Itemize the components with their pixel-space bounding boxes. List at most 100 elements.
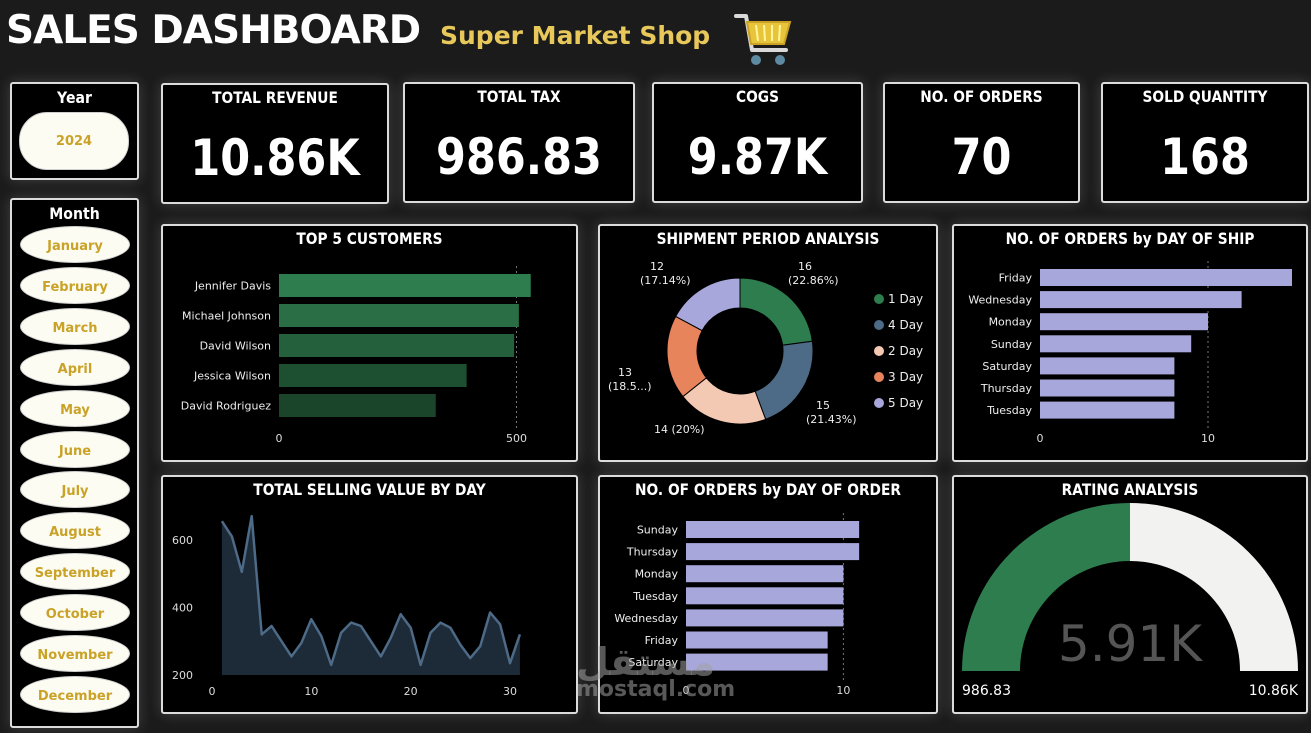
month-option-april[interactable]: April: [20, 348, 130, 386]
kpi-label: TOTAL TAX: [477, 87, 561, 106]
shipment-donut-chart: 16 (22.86%) 15 (21.43%) 14 (20%) 13 (18.5...) 1…: [608, 260, 923, 436]
bar[interactable]: [1040, 379, 1175, 397]
donut-slice[interactable]: [675, 277, 741, 332]
month-option-may[interactable]: May: [20, 389, 130, 427]
month-option-september[interactable]: September: [20, 553, 130, 591]
kpi-orders: NO. OF ORDERS 70: [883, 82, 1080, 203]
gauge-max-label: 10.86K: [1249, 683, 1299, 699]
bar[interactable]: [1040, 357, 1175, 375]
legend-label: 4 Day: [888, 318, 923, 332]
month-slicer-label: Month: [49, 204, 100, 223]
gauge-value-arc: [962, 503, 1130, 671]
month-option-july[interactable]: July: [20, 471, 130, 509]
legend-marker: [874, 372, 884, 382]
slice-label: 16 (22.86%): [788, 260, 839, 287]
bar[interactable]: [279, 274, 531, 297]
ship-day-chart: 0 10 Friday Wednesday Monday Sunday Saturday Th…: [968, 261, 1292, 445]
category-label: Jessica Wilson: [193, 370, 271, 383]
kpi-value: 9.87K: [687, 128, 828, 186]
category-label: Jennifer Davis: [194, 280, 271, 293]
slice-label: 13 (18.5...): [608, 366, 652, 393]
donut-slice[interactable]: [739, 277, 813, 346]
bar[interactable]: [1040, 313, 1208, 331]
category-label: Saturday: [982, 360, 1032, 373]
category-label: Monday: [635, 568, 679, 581]
rating-gauge-chart: 5.91K 986.83 10.86K: [962, 503, 1299, 699]
category-label: Saturday: [628, 656, 678, 669]
gauge-remaining-arc: [1130, 503, 1298, 671]
top-customers-chart: 0 500 Jennifer Davis Michael Johnson David W…: [181, 266, 531, 445]
chart-title: NO. OF ORDERS by DAY OF ORDER: [635, 480, 901, 499]
bar[interactable]: [686, 521, 860, 538]
category-label: David Wilson: [200, 340, 271, 353]
month-option-october[interactable]: October: [20, 594, 130, 632]
ship-day-panel: NO. OF ORDERS by DAY OF SHIP 0 10 Friday We…: [952, 224, 1308, 462]
chart-title: SHIPMENT PERIOD ANALYSIS: [656, 229, 880, 248]
category-label: Wednesday: [968, 294, 1032, 307]
month-option-june[interactable]: June: [20, 430, 130, 468]
year-slicer-label: Year: [57, 88, 92, 107]
category-label: Michael Johnson: [182, 310, 271, 323]
bar[interactable]: [1040, 401, 1175, 419]
bar[interactable]: [1040, 291, 1242, 309]
kpi-total-tax: TOTAL TAX 986.83: [403, 82, 635, 203]
category-label: Thursday: [980, 382, 1033, 395]
bar[interactable]: [686, 543, 860, 561]
year-option[interactable]: 2024: [19, 112, 129, 170]
legend-marker: [874, 346, 884, 356]
legend-label: 5 Day: [888, 396, 923, 410]
page-title: SALES DASHBOARD: [6, 8, 421, 53]
month-option-august[interactable]: August: [20, 512, 130, 550]
selling-value-chart: 200 400 600 0 10 20 30: [172, 514, 522, 698]
kpi-label: NO. OF ORDERS: [920, 87, 1043, 106]
bar[interactable]: [279, 364, 467, 387]
area-fill: [221, 516, 520, 675]
x-tick-label: 0: [209, 685, 216, 698]
y-tick-label: 400: [172, 601, 193, 614]
legend-label: 1 Day: [888, 292, 923, 306]
month-option-march[interactable]: March: [20, 307, 130, 345]
month-slicer: Month January February March April May June Ju…: [10, 198, 139, 728]
category-label: Thursday: [626, 546, 679, 559]
month-option-november[interactable]: November: [20, 635, 130, 672]
kpi-value: 168: [1160, 128, 1250, 186]
month-option-january[interactable]: January: [20, 226, 130, 263]
bar[interactable]: [279, 334, 515, 357]
page-subtitle: Super Market Shop: [440, 21, 711, 50]
x-tick-label: 0: [1037, 432, 1044, 445]
donut-slice[interactable]: [754, 340, 814, 420]
y-tick-label: 200: [172, 669, 193, 682]
bar[interactable]: [686, 653, 828, 671]
x-tick-label: 10: [304, 685, 318, 698]
month-option-december[interactable]: December: [20, 675, 130, 713]
category-label: David Rodriguez: [181, 400, 271, 413]
chart-title: NO. OF ORDERS by DAY OF SHIP: [1005, 229, 1255, 248]
kpi-label: SOLD QUANTITY: [1142, 87, 1268, 106]
bar[interactable]: [1040, 335, 1192, 353]
legend-label: 2 Day: [888, 344, 923, 358]
bar[interactable]: [279, 304, 519, 327]
bar[interactable]: [686, 631, 828, 649]
gauge-min-label: 986.83: [962, 683, 1011, 699]
kpi-value: 70: [951, 128, 1012, 186]
chart-title: TOP 5 CUSTOMERS: [296, 229, 443, 248]
order-day-chart: 0 10 Sunday Thursday Monday Tuesday Wednesday F…: [614, 513, 860, 697]
bar[interactable]: [686, 609, 844, 627]
kpi-cogs: COGS 9.87K: [652, 82, 863, 203]
area-line[interactable]: [220, 514, 522, 667]
bar[interactable]: [686, 587, 844, 605]
y-tick-label: 600: [172, 534, 193, 547]
bar[interactable]: [686, 565, 844, 583]
legend-marker: [874, 294, 884, 304]
month-option-february[interactable]: February: [20, 266, 130, 304]
bar[interactable]: [1040, 269, 1292, 286]
order-day-panel: NO. OF ORDERS by DAY OF ORDER 0 10 Sunday T…: [598, 475, 938, 714]
x-tick-label: 20: [404, 685, 418, 698]
bar[interactable]: [279, 394, 436, 417]
shipment-panel: SHIPMENT PERIOD ANALYSIS 16 (22.86%) 15 (21…: [598, 224, 938, 462]
category-label: Tuesday: [632, 590, 678, 603]
category-label: Sunday: [991, 338, 1033, 351]
legend-marker: [874, 398, 884, 408]
slice-label: 14 (20%): [654, 423, 705, 436]
